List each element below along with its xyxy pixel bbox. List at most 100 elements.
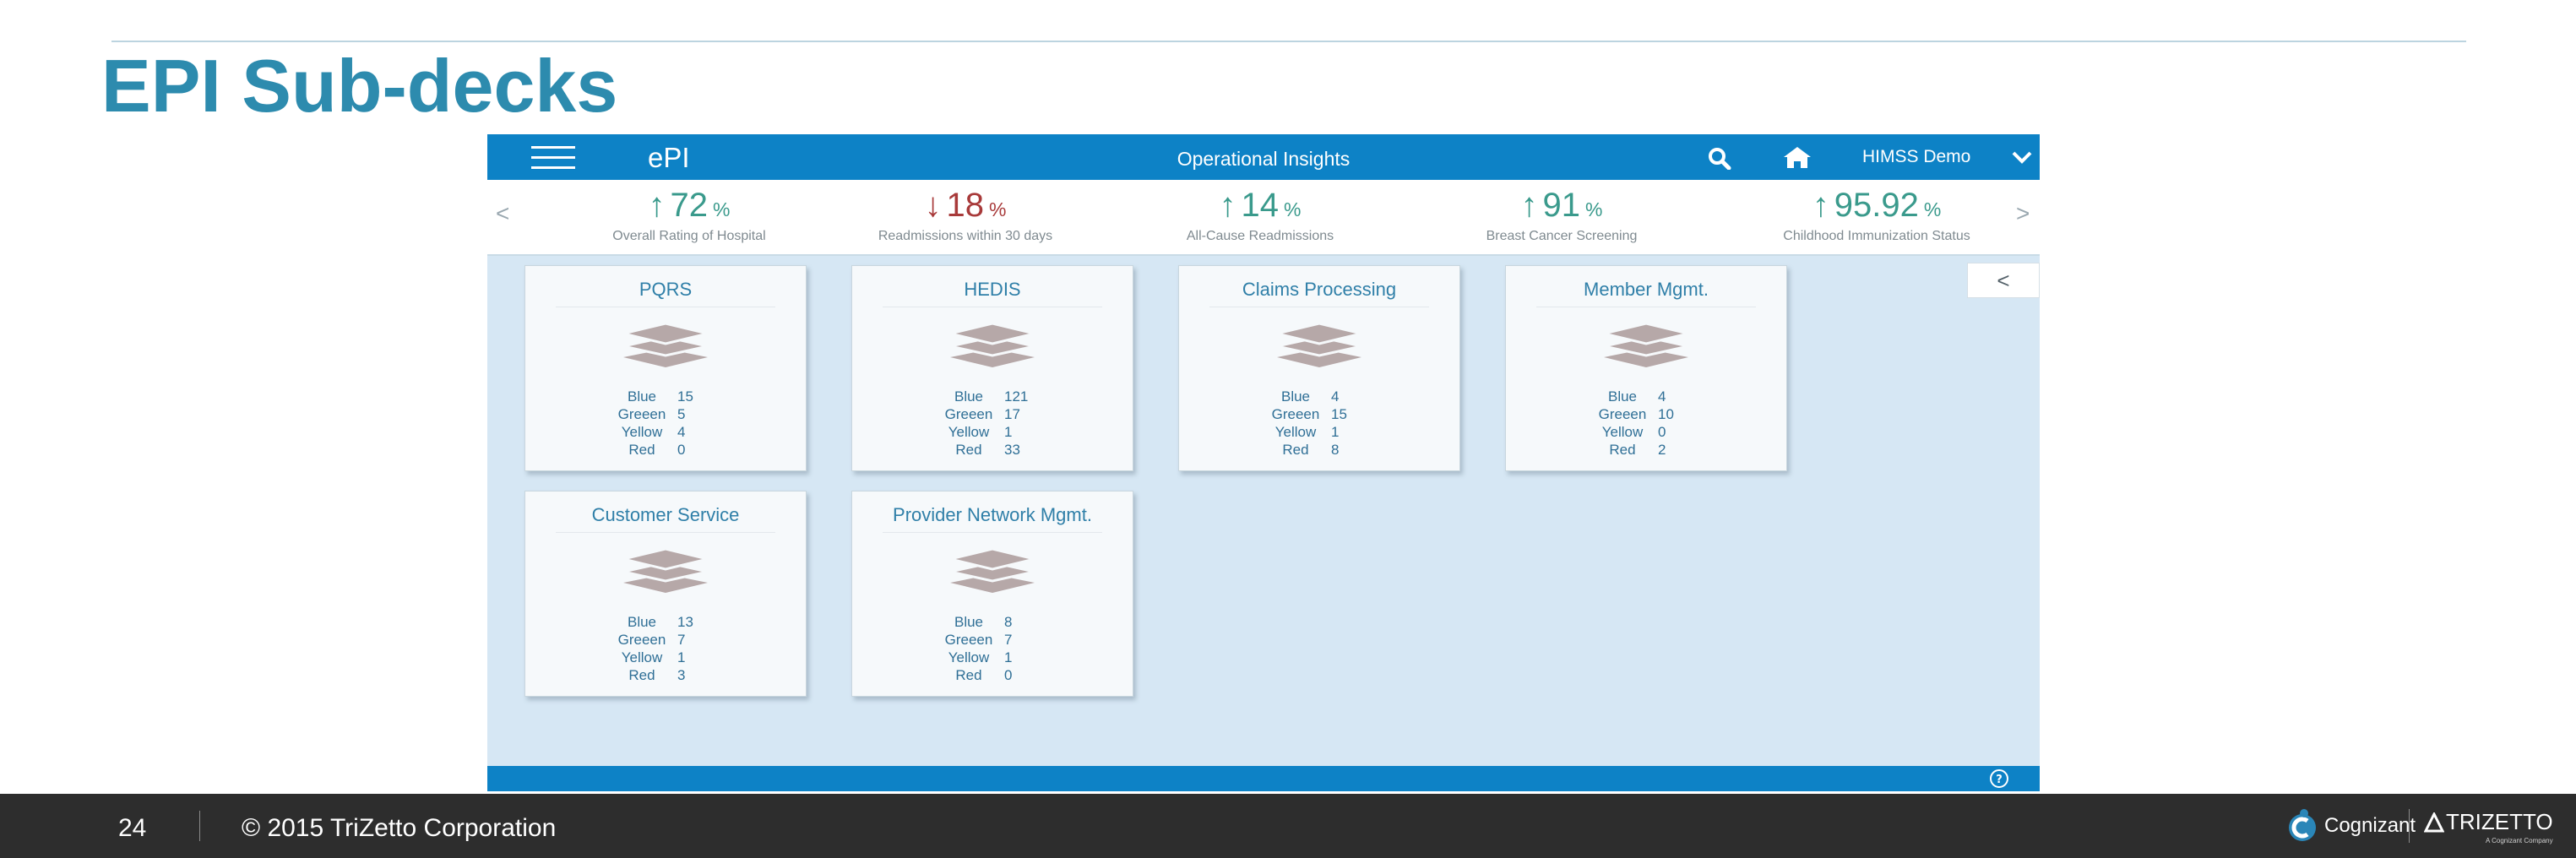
kpi-carousel: < ↑ 72% Overall Rating of Hospital ↓ 18% Read…: [487, 180, 2040, 256]
stat-name: Blue: [627, 614, 657, 630]
stat-name: Red: [955, 442, 982, 458]
arrow-down-icon: ↓: [924, 187, 942, 224]
subdeck-card[interactable]: Member Mgmt. Blue 4 Greeen 10 Yellow 0 Red 2: [1505, 265, 1787, 471]
stat-row: Greeen 15: [1260, 406, 1378, 424]
kpi-tile[interactable]: ↑ 72% Overall Rating of Hospital: [546, 188, 833, 244]
stat-value: 8: [1331, 442, 1340, 458]
stat-value: 15: [677, 388, 693, 405]
stat-value: 0: [677, 442, 686, 458]
carousel-prev-button[interactable]: <: [496, 200, 510, 226]
search-icon[interactable]: [1705, 146, 1734, 170]
stat-value: 1: [677, 649, 686, 665]
layers-icon: [1603, 322, 1689, 367]
card-stats: Blue 121 Greeen 17 Yellow 1 Red 33: [933, 388, 1052, 459]
card-title: PQRS: [639, 279, 693, 300]
stat-name: Yellow: [1274, 424, 1317, 440]
stat-name: Greeen: [1271, 406, 1320, 422]
arrow-up-icon: ↑: [648, 187, 666, 224]
card-title: Member Mgmt.: [1584, 279, 1709, 300]
top-rule: [111, 41, 2466, 42]
hamburger-icon[interactable]: [531, 146, 575, 170]
stat-name: Yellow: [948, 424, 990, 440]
kpi-label: Childhood Immunization Status: [1783, 229, 1970, 243]
kpi-tile[interactable]: ↑ 14% All-Cause Readmissions: [1117, 188, 1404, 244]
subdeck-card[interactable]: Claims Processing Blue 4 Greeen 15 Yellow 1 Red…: [1178, 265, 1460, 471]
stat-row: Yellow 1: [933, 424, 1052, 442]
subdeck-card[interactable]: HEDIS Blue 121 Greeen 17 Yellow 1 Red 33: [851, 265, 1133, 471]
card-title: Customer Service: [591, 504, 740, 525]
stat-row: Blue 4: [1587, 388, 1705, 406]
kpi-label: Breast Cancer Screening: [1486, 229, 1638, 243]
panel-collapse-button[interactable]: <: [1967, 263, 2040, 298]
stat-value: 2: [1658, 442, 1666, 458]
stat-name: Red: [955, 667, 982, 683]
stat-name: Blue: [627, 388, 657, 405]
card-title: Provider Network Mgmt.: [893, 504, 1092, 525]
layers-icon: [622, 322, 709, 367]
stat-value: 1: [1004, 424, 1013, 440]
layers-icon: [1276, 322, 1362, 367]
stat-name: Blue: [954, 388, 984, 405]
stat-value: 121: [1004, 388, 1029, 405]
stat-name: Yellow: [948, 649, 990, 665]
stat-row: Red 0: [606, 442, 725, 459]
stat-name: Blue: [1607, 388, 1638, 405]
stat-value: 17: [1004, 406, 1020, 422]
stat-value: 4: [1658, 388, 1666, 405]
subdeck-card[interactable]: Provider Network Mgmt. Blue 8 Greeen 7 Yellow…: [851, 491, 1133, 697]
stat-row: Red 0: [933, 667, 1052, 685]
copyright: © 2015 TriZetto Corporation: [242, 814, 557, 842]
layers-icon: [949, 322, 1035, 367]
home-icon[interactable]: [1781, 144, 1813, 170]
stat-value: 33: [1004, 442, 1020, 458]
trizetto-logo: TRIZETTO A Cognizant Company: [2424, 809, 2553, 844]
stat-name: Greeen: [1598, 406, 1647, 422]
help-icon[interactable]: ?: [1989, 768, 2009, 789]
kpi-unit: %: [1284, 198, 1302, 220]
stat-row: Red 8: [1260, 442, 1378, 459]
stat-row: Blue 13: [606, 614, 725, 632]
stat-row: Yellow 4: [606, 424, 725, 442]
footer-divider: [199, 811, 200, 841]
kpi-value: 91: [1542, 187, 1581, 224]
kpi-tile[interactable]: ↑ 95.92% Childhood Immunization Status: [1733, 188, 2020, 244]
subdeck-card[interactable]: PQRS Blue 15 Greeen 5 Yellow 4 Red 0: [524, 265, 807, 471]
stat-row: Greeen 7: [933, 632, 1052, 649]
stat-value: 4: [1331, 388, 1340, 405]
stat-value: 13: [677, 614, 693, 630]
stat-value: 4: [677, 424, 686, 440]
stat-row: Red 2: [1587, 442, 1705, 459]
stat-value: 1: [1004, 649, 1013, 665]
kpi-tile[interactable]: ↓ 18% Readmissions within 30 days: [822, 188, 1109, 244]
app-footer: ?: [487, 766, 2040, 791]
user-menu-button[interactable]: HIMSS Demo: [1862, 147, 1971, 166]
stat-row: Blue 4: [1260, 388, 1378, 406]
stat-name: Greeen: [617, 632, 666, 648]
cognizant-logo-text: Cognizant: [2324, 814, 2416, 837]
kpi-tile[interactable]: ↑ 91% Breast Cancer Screening: [1418, 188, 1705, 244]
trizetto-logo-subtext: A Cognizant Company: [2486, 837, 2553, 844]
stat-value: 0: [1004, 667, 1013, 683]
stat-row: Greeen 10: [1587, 406, 1705, 424]
card-title: HEDIS: [964, 279, 1021, 300]
carousel-next-button[interactable]: >: [2016, 200, 2030, 226]
arrow-up-icon: ↑: [1520, 187, 1538, 224]
kpi-value: 18: [946, 187, 985, 224]
stat-row: Yellow 1: [933, 649, 1052, 667]
stat-name: Yellow: [621, 424, 663, 440]
app-header: ePI Operational Insights HIMSS Demo: [487, 134, 2040, 180]
svg-text:?: ?: [1996, 774, 2003, 786]
card-divider: [556, 532, 775, 533]
card-stats: Blue 15 Greeen 5 Yellow 4 Red 0: [606, 388, 725, 459]
stat-name: Red: [1609, 442, 1636, 458]
stat-row: Red 33: [933, 442, 1052, 459]
stat-value: 7: [677, 632, 686, 648]
subdeck-card[interactable]: Customer Service Blue 13 Greeen 7 Yellow 1 Red 3: [524, 491, 807, 697]
card-stats: Blue 13 Greeen 7 Yellow 1 Red 3: [606, 614, 725, 685]
chevron-down-icon[interactable]: [2011, 149, 2033, 166]
kpi-unit: %: [989, 198, 1007, 220]
stat-row: Yellow 0: [1587, 424, 1705, 442]
stat-value: 15: [1331, 406, 1347, 422]
kpi-label: All-Cause Readmissions: [1186, 229, 1334, 243]
arrow-up-icon: ↑: [1219, 187, 1236, 224]
